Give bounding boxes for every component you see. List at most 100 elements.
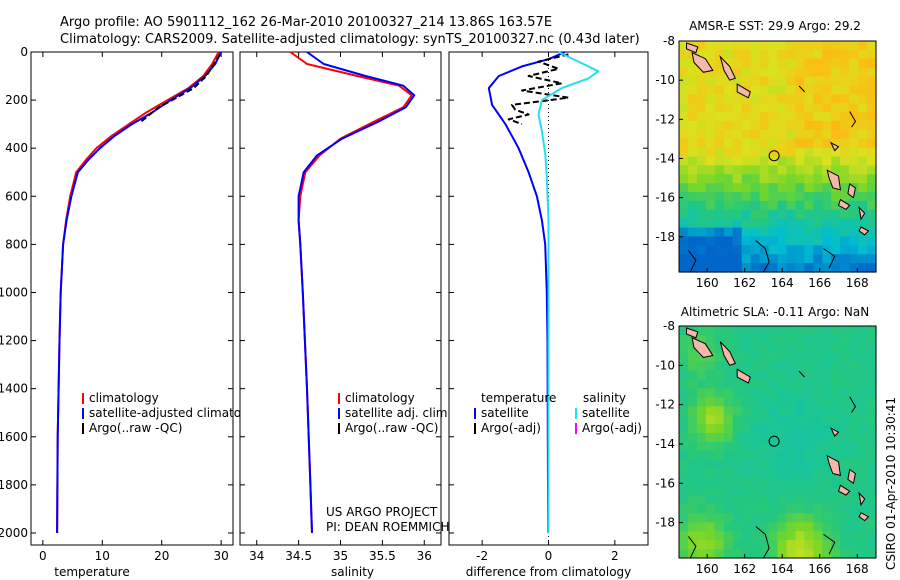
sla_map-cell	[840, 549, 850, 559]
sla_map-cell	[867, 334, 877, 345]
sst_map-ytick-label: -18	[655, 230, 675, 244]
sla_map-cell	[804, 486, 814, 497]
sla_map-cell	[741, 406, 752, 416]
sst_map-cell	[840, 85, 850, 95]
sst_map-cell	[795, 192, 805, 202]
sst_map-cell	[804, 200, 814, 211]
sst_map-cell	[732, 165, 743, 175]
sst_map-cell	[804, 58, 814, 69]
sst_map-xtick-label: 160	[696, 276, 719, 290]
sst_map-cell	[804, 147, 814, 158]
sla_map-cell	[822, 370, 832, 381]
sst_map-cell	[741, 112, 752, 122]
temperature-ytick-label: 1200	[0, 334, 28, 348]
sla_map-cell	[696, 531, 707, 541]
sla_map-cell	[804, 379, 814, 390]
sla_map-cell	[723, 424, 734, 434]
sla_map-cell	[777, 549, 788, 559]
temperature-legend-item-label: satellite-adjusted climatology	[89, 406, 267, 420]
sla_map-cell	[750, 442, 761, 452]
sla_map-cell	[831, 361, 841, 372]
sla_map-cell	[840, 370, 850, 381]
header-line-1: Argo profile: AO 5901112_162 26-Mar-2010…	[60, 15, 552, 30]
sst_map-cell	[732, 236, 743, 246]
sla_map-cell	[759, 522, 770, 532]
sst_map-cell	[858, 254, 868, 264]
sst_map-cell	[786, 165, 796, 175]
sla_map-cell	[759, 415, 770, 425]
sst_map-cell	[750, 209, 761, 220]
sst_map-cell	[741, 94, 752, 104]
sla_map-cell	[750, 334, 761, 345]
sst_map-cell	[714, 138, 725, 149]
sst_map-cell	[867, 67, 877, 78]
sst_map-contour	[849, 111, 856, 128]
sst_map-cell	[741, 200, 752, 211]
sla_map-cell	[705, 531, 716, 541]
sla_map-cell	[759, 513, 770, 523]
sla_map-cell	[840, 522, 850, 532]
sst_map-cell	[786, 263, 796, 273]
sst_map-cell	[687, 174, 698, 184]
sst_map-cell	[849, 156, 859, 166]
difference-legend-header-temperature: temperature	[481, 391, 556, 405]
sla_map-cell	[795, 334, 805, 345]
sla_map-cell	[777, 343, 788, 354]
sst_map-cell	[750, 49, 761, 60]
sst_map-cell	[687, 192, 698, 202]
sla_map-cell	[849, 352, 859, 363]
sla_map-cell	[750, 504, 761, 514]
sla_map-cell	[777, 468, 788, 479]
sst_map-cell	[768, 67, 779, 78]
sla_map-cell	[804, 442, 814, 452]
sla_map-cell	[858, 477, 868, 488]
sst_map-cell	[831, 85, 841, 95]
sla_map-cell	[777, 397, 788, 407]
sst_map-cell	[723, 120, 734, 131]
sst_map-cell	[849, 41, 859, 51]
sst_map-cell	[687, 183, 698, 193]
sla_map-cell	[813, 522, 823, 532]
sst_map-cell	[714, 227, 725, 238]
sla_map-cell	[840, 326, 850, 336]
sst_map-cell	[786, 41, 796, 51]
sla_map-cell	[679, 513, 689, 523]
sst_map-cell	[732, 41, 743, 51]
sla_map-cell	[723, 397, 734, 407]
sla_map-cell	[795, 433, 805, 443]
sla_map-cell	[759, 326, 770, 336]
sst_map-cell	[732, 200, 743, 211]
sst_map-cell	[840, 120, 850, 131]
sla_map-cell	[679, 370, 689, 381]
sst_map-cell	[759, 236, 770, 246]
salinity-xtick-label: 35	[333, 549, 348, 563]
sst_map-cell	[687, 147, 698, 158]
sla_map-cell	[732, 522, 743, 532]
sst_map-cell	[768, 58, 779, 69]
sla_map-cell	[786, 433, 796, 443]
sst_map-cell	[696, 103, 707, 113]
sst_map-cell	[840, 183, 850, 193]
sst_map-cell	[723, 227, 734, 238]
sla_map-cell	[795, 549, 805, 559]
sst_map-cell	[723, 94, 734, 104]
sla_map-cell	[867, 379, 877, 390]
sla_map-cell	[795, 495, 805, 506]
sst_map-cell	[732, 209, 743, 220]
sla_map-cell	[858, 531, 868, 541]
sla_map-cell	[804, 495, 814, 506]
sst_map-cell	[696, 183, 707, 193]
sst_map-cell	[777, 147, 788, 158]
sst_map-cell	[867, 165, 877, 175]
sla_map-cell	[777, 513, 788, 523]
sla_map-cell	[679, 477, 689, 488]
sla_map-island	[858, 512, 870, 522]
sst_map-cell	[795, 85, 805, 95]
sst_map-cell	[777, 49, 788, 60]
sla_map-cell	[822, 352, 832, 363]
sla_map-cell	[840, 459, 850, 470]
sst_map-cell	[759, 209, 770, 220]
sla_map-cell	[813, 513, 823, 523]
sst_map-cell	[777, 67, 788, 78]
sla_map-cell	[750, 513, 761, 523]
